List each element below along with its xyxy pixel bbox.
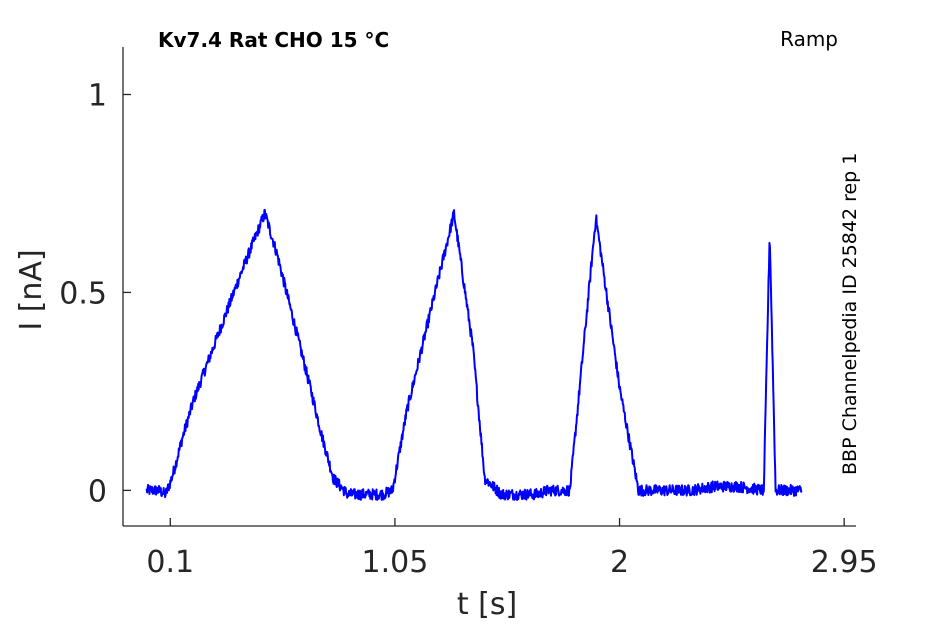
y-tick-label: 0.5 bbox=[59, 276, 107, 311]
plot-area bbox=[145, 208, 803, 501]
y-axis-label: I [nA] bbox=[14, 249, 49, 330]
side-label: BBP Channelpedia ID 25842 rep 1 bbox=[839, 153, 861, 475]
y-tick-label: 0 bbox=[88, 474, 107, 509]
chart-title: Kv7.4 Rat CHO 15 °C bbox=[158, 28, 389, 52]
labels: Kv7.4 Rat CHO 15 °C Ramp BBP Channelpedi… bbox=[14, 27, 861, 622]
x-tick-label: 1.05 bbox=[362, 545, 429, 580]
y-tick-label: 1 bbox=[88, 79, 107, 114]
series-line bbox=[145, 208, 803, 501]
x-tick-label: 0.1 bbox=[146, 545, 194, 580]
axes: 0.1 1.05 2 2.95 0 0.5 1 bbox=[59, 47, 878, 580]
protocol-label: Ramp bbox=[780, 27, 838, 51]
x-tick-label: 2.95 bbox=[811, 545, 878, 580]
x-axis-label: t [s] bbox=[457, 587, 517, 622]
x-tick-label: 2 bbox=[610, 545, 629, 580]
